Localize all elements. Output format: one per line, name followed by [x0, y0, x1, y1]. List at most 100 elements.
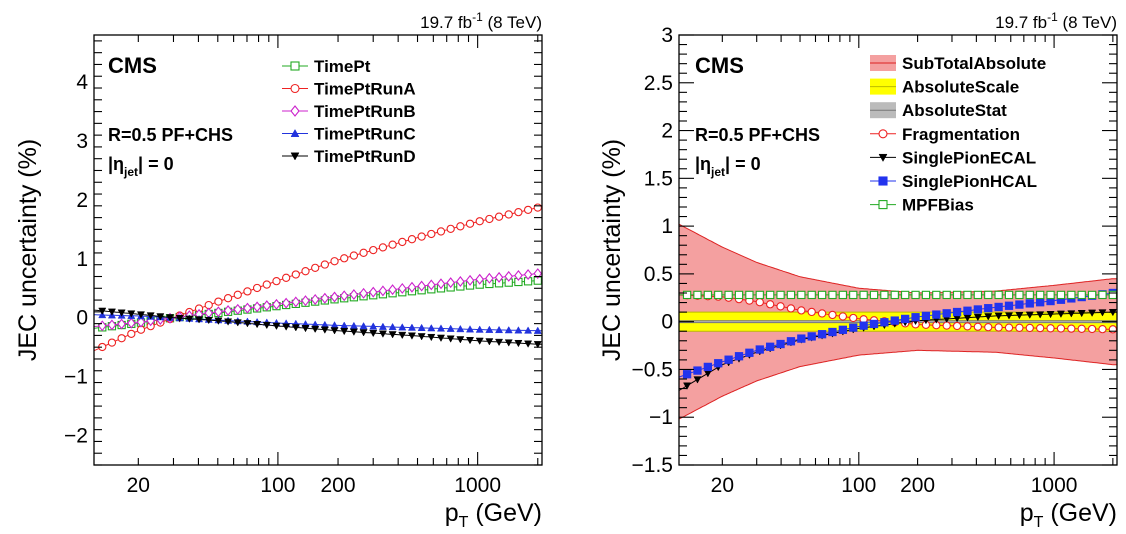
point-TimePtRunC	[427, 324, 436, 332]
point-TimePtRunC	[436, 324, 446, 332]
point-TimePtRunB	[301, 295, 310, 307]
point-TimePtRunA	[330, 257, 339, 266]
y-tick-label: 1	[661, 215, 673, 238]
x-tick-label: 20	[127, 474, 150, 497]
legend-label: TimePt	[314, 57, 371, 76]
point-TimePtRunD	[417, 333, 426, 341]
point-TimePtRunB	[233, 303, 243, 315]
point-MPFBias	[755, 290, 764, 300]
point-TimePtRunD	[136, 311, 146, 319]
lumi-label: 19.7 fb-1 (8 TeV)	[995, 10, 1117, 32]
point-Fragmentation	[1036, 323, 1045, 333]
point-SinglePionECAL	[1046, 311, 1055, 319]
point-TimePtRunD	[359, 329, 368, 337]
point-Fragmentation	[849, 313, 858, 323]
point-TimePtRunC	[475, 325, 484, 333]
legend-marker-TimePtRunC	[290, 128, 300, 137]
eta-label: |ηjet| = 0	[108, 154, 174, 179]
point-TimePtRunA	[252, 283, 262, 293]
point-TimePtRunB	[310, 293, 320, 305]
plot-frame	[678, 34, 1118, 466]
point-SinglePionHCAL	[911, 313, 920, 322]
point-Fragmentation	[963, 322, 972, 331]
point-SinglePionHCAL	[963, 306, 972, 315]
point-TimePtRunD	[117, 309, 126, 317]
point-MPFBias	[817, 290, 827, 300]
point-TimePtRunB	[330, 291, 339, 303]
point-TimePtRunA	[378, 243, 388, 252]
point-TimePtRunD	[388, 331, 397, 339]
point-Fragmentation	[984, 322, 993, 332]
point-Fragmentation	[973, 322, 983, 331]
y-axis-title: JEC uncertainty (%)	[14, 139, 42, 361]
point-MPFBias	[1108, 290, 1117, 300]
point-TimePtRunD	[282, 323, 291, 331]
series-TimePtRunB	[94, 268, 542, 332]
point-TimePtRunD	[185, 315, 194, 323]
point-TimePtRunB	[339, 290, 349, 302]
point-TimePtRunC	[524, 326, 533, 334]
point-SinglePionHCAL	[838, 325, 848, 334]
point-Fragmentation	[1098, 324, 1107, 334]
y-axis: −1.5 −1 −0.5 0 0.5 1 1.5 2 2.5 3	[632, 24, 1117, 477]
point-TimePtRunA	[485, 214, 494, 224]
point-TimePtRunD	[407, 332, 416, 340]
point-TimePtRunC	[465, 325, 475, 333]
point-TimePtRunB	[97, 320, 107, 332]
point-SinglePionHCAL	[859, 321, 868, 330]
point-TimePtRunC	[417, 323, 426, 332]
point-TimePtRunD	[272, 322, 281, 330]
y-tick-label: 2.5	[644, 72, 673, 95]
point-SinglePionHCAL	[682, 370, 692, 379]
point-MPFBias	[1015, 290, 1024, 300]
point-SinglePionHCAL	[786, 337, 796, 346]
point-SinglePionECAL	[984, 313, 993, 321]
point-TimePtRunB	[446, 277, 455, 289]
y-tick-label: 3	[76, 130, 88, 153]
point-TimePtRunB	[378, 285, 388, 297]
point-SinglePionHCAL	[994, 302, 1003, 312]
x-axis-title: pT (GeV)	[1020, 499, 1117, 531]
point-MPFBias	[807, 290, 816, 300]
legend: SubTotalAbsolute AbsoluteScale AbsoluteSta…	[870, 54, 1046, 215]
point-TimePtRunB	[127, 317, 136, 329]
legend-label: SubTotalAbsolute	[902, 54, 1046, 73]
x-tick-label: 100	[260, 474, 295, 497]
point-SinglePionHCAL	[901, 314, 910, 324]
point-TimePtRunB	[533, 268, 542, 280]
point-SinglePionHCAL	[921, 311, 931, 321]
y-tick-label: 1.5	[644, 167, 673, 190]
y-tick-label: 0	[661, 311, 673, 334]
point-TimePtRunA	[359, 248, 368, 257]
point-TimePtRunD	[349, 328, 358, 336]
point-Fragmentation	[786, 304, 796, 313]
point-TimePtRunB	[243, 302, 252, 314]
lumi-label: 19.7 fb-1 (8 TeV)	[420, 10, 542, 32]
point-SinglePionHCAL	[734, 352, 744, 361]
point-TimePtRunA	[223, 294, 233, 303]
point-SinglePionECAL	[1015, 312, 1024, 320]
point-SinglePionHCAL	[942, 309, 951, 318]
point-SinglePionECAL	[1067, 310, 1076, 318]
point-TimePtRunD	[146, 312, 155, 320]
point-SinglePionECAL	[1056, 310, 1065, 318]
point-TimePtRunC	[514, 326, 523, 334]
panel-right: 20 100 200 1000 −1.5 −1 −0.5 0 0.5 1 1.5 2 2.5 3 JEC u…	[598, 10, 1118, 531]
point-TimePtRunC	[504, 326, 513, 334]
point-TimePtRunD	[524, 340, 533, 348]
y-tick-label: −1.5	[632, 454, 673, 477]
point-TimePtRunA	[117, 334, 126, 343]
point-TimePtRunA	[127, 329, 136, 339]
jet-algo-label: R=0.5 PF+CHS	[108, 125, 233, 145]
point-TimePtRunB	[262, 300, 272, 312]
x-tick-label: 200	[321, 474, 356, 497]
point-MPFBias	[952, 290, 962, 300]
legend-marker-SinglePionECAL	[878, 153, 888, 162]
point-TimePtRunD	[98, 307, 107, 315]
point-MPFBias	[1004, 290, 1014, 300]
point-SinglePionHCAL	[724, 355, 733, 364]
point-TimePtRunA	[504, 210, 513, 219]
eta-label: |ηjet| = 0	[695, 154, 761, 179]
point-SinglePionHCAL	[755, 345, 764, 354]
point-TimePtRunA	[523, 205, 533, 215]
